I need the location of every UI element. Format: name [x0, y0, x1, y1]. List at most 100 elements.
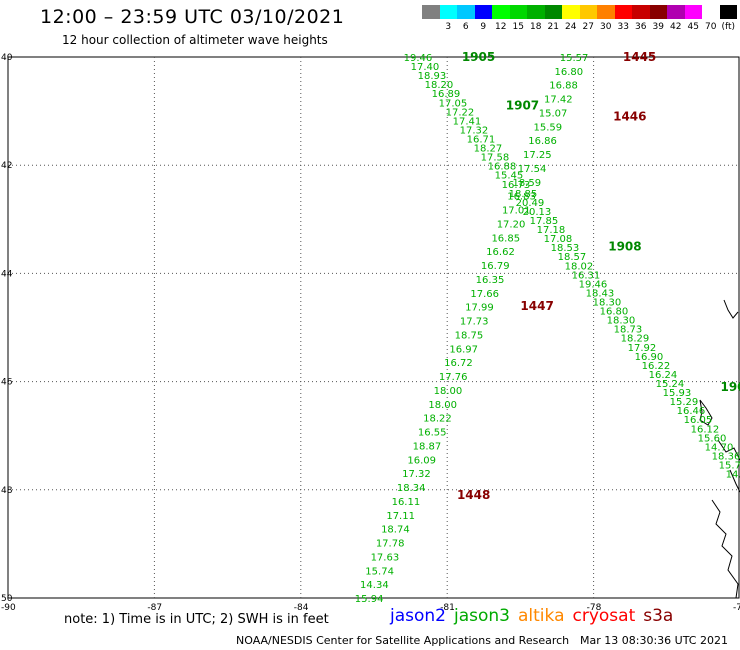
wave-height-value: 16.71: [467, 135, 496, 146]
longitude-label: -81: [440, 603, 455, 613]
wave-height-value: 18.59: [512, 178, 541, 189]
wave-height-value: 16.80: [600, 307, 629, 318]
pass-number-label: 1908: [608, 239, 641, 253]
color-scale-swatch: [562, 5, 580, 19]
color-scale-label: 45: [687, 22, 699, 32]
wave-height-value: 16.86: [528, 136, 557, 147]
latitude-label: 40: [1, 53, 13, 63]
wave-height-value: 18.02: [565, 261, 594, 272]
wave-height-value: 16.80: [555, 67, 584, 78]
wave-height-value: 18.00: [434, 386, 463, 397]
color-scale-swatch: [474, 5, 492, 19]
wave-height-value: 16.72: [444, 358, 473, 369]
map-subtitle: 12 hour collection of altimeter wave hei…: [62, 33, 328, 47]
longitude-label: -87: [147, 603, 162, 613]
wave-height-value: 18.30: [593, 298, 622, 309]
map-frame: [7, 56, 740, 599]
color-scale-label: 18: [530, 22, 542, 32]
wave-height-value: 16.12: [691, 424, 720, 435]
map-border: [7, 56, 740, 599]
wave-height-value: 16.88: [549, 81, 578, 92]
wave-height-value: 18.53: [551, 243, 580, 254]
color-scale-swatch: [684, 5, 702, 19]
color-scale-label: 9: [480, 22, 487, 32]
wave-height-value: 17.40: [411, 62, 440, 73]
wave-height-value: 18.27: [474, 144, 503, 155]
wave-height-value: 15.60: [698, 433, 727, 444]
wave-height-value: 15.24: [656, 379, 685, 390]
wave-height-value: 14.34: [360, 580, 389, 591]
wave-height-value: 19.46: [404, 53, 433, 64]
wave-height-value: 17.22: [446, 107, 475, 118]
wave-height-value: 15.74: [365, 566, 394, 577]
wave-height-value: 17.78: [376, 539, 405, 550]
longitude-label: -84: [294, 603, 309, 613]
coastline-segment: [699, 399, 713, 426]
wave-height-value: 16.62: [486, 247, 515, 258]
color-scale-swatch: [579, 5, 597, 19]
wave-height-value: 16.79: [481, 261, 510, 272]
longitude-label: -75: [733, 603, 740, 613]
coastline-segment: [723, 299, 739, 319]
latitude-label: 46: [1, 378, 13, 388]
color-scale-swatch: [422, 5, 440, 19]
color-scale-unit: (ft): [721, 22, 736, 32]
satellite-legend-item: s3a: [643, 606, 674, 626]
latitude-label: 42: [1, 161, 12, 171]
wave-height-value: 18.93: [418, 71, 447, 82]
color-scale-swatch: [544, 5, 562, 19]
color-scale-label: 30: [600, 22, 612, 32]
satellite-legend-item: jason2: [390, 606, 446, 626]
wave-height-readings: 19.4617.4018.9318.2016.8917.0517.2217.41…: [355, 53, 740, 605]
color-scale-label: 42: [670, 22, 682, 32]
wave-height-value: 16.90: [635, 352, 664, 363]
wave-height-value: 16.85: [491, 233, 520, 244]
wave-height-value: 17.25: [523, 150, 552, 161]
wave-height-value: 14.81: [726, 470, 740, 481]
wave-height-value: 17.85: [530, 216, 559, 227]
wave-height-value: 17.92: [628, 343, 657, 354]
wave-height-value: 17.11: [386, 511, 415, 522]
wave-height-value: 16.46: [677, 406, 706, 417]
wave-height-value: 17.08: [544, 234, 573, 245]
footnote: note: 1) Time is in UTC; 2) SWH is in fe…: [64, 612, 329, 627]
wave-height-value: 18.00: [428, 400, 457, 411]
wave-height-value: 16.05: [684, 415, 713, 426]
wave-height-value: 17.73: [460, 317, 489, 328]
wave-height-value: 17.41: [453, 116, 482, 127]
color-scale-label: 24: [565, 22, 577, 32]
wave-height-value: 17.63: [371, 552, 400, 563]
color-scale-label: 6: [462, 22, 469, 32]
wave-height-value: 17.05: [439, 98, 468, 109]
map-title: 12:00 – 23:59 UTC 03/10/2021: [40, 6, 345, 28]
wave-height-value: 17.01: [502, 206, 531, 217]
pass-labels: 1905 1445 1907 1446 1908 1447 1909 1448: [457, 50, 740, 502]
color-scale-swatch: [614, 5, 632, 19]
pass-number-label: 1448: [457, 488, 490, 502]
longitude-label: -90: [1, 603, 16, 613]
wave-height-value: 17.54: [518, 164, 547, 175]
color-scale-swatch: [457, 5, 475, 19]
wave-height-value: 19.46: [579, 279, 608, 290]
wave-height-value: 18.30: [607, 316, 636, 327]
color-scale-swatch: [492, 5, 510, 19]
color-scale-label: 27: [582, 22, 594, 32]
pass-number-label: 1446: [613, 110, 646, 124]
color-scale-swatch: [702, 5, 720, 19]
wave-height-value: 17.76: [439, 372, 468, 383]
wave-height-value: 16.97: [449, 344, 478, 355]
satellite-legend-item: cryosat: [572, 606, 636, 626]
color-scale-label: 33: [617, 22, 629, 32]
wave-height-value: 16.11: [392, 497, 421, 508]
pass-number-label: 1909: [720, 380, 740, 394]
wave-height-value: 17.20: [497, 219, 526, 230]
color-scale-swatch: [719, 5, 737, 19]
credit-line: NOAA/NESDIS Center for Satellite Applica…: [236, 634, 570, 647]
wave-height-value: 15.57: [560, 53, 589, 64]
color-scale-label: 15: [512, 22, 524, 32]
wave-height-value: 15.29: [670, 397, 699, 408]
color-scale-swatch: [439, 5, 457, 19]
color-scale-swatch: [597, 5, 615, 19]
wave-height-value: 18.20: [425, 80, 454, 91]
wave-height-value: 15.72: [719, 461, 740, 472]
